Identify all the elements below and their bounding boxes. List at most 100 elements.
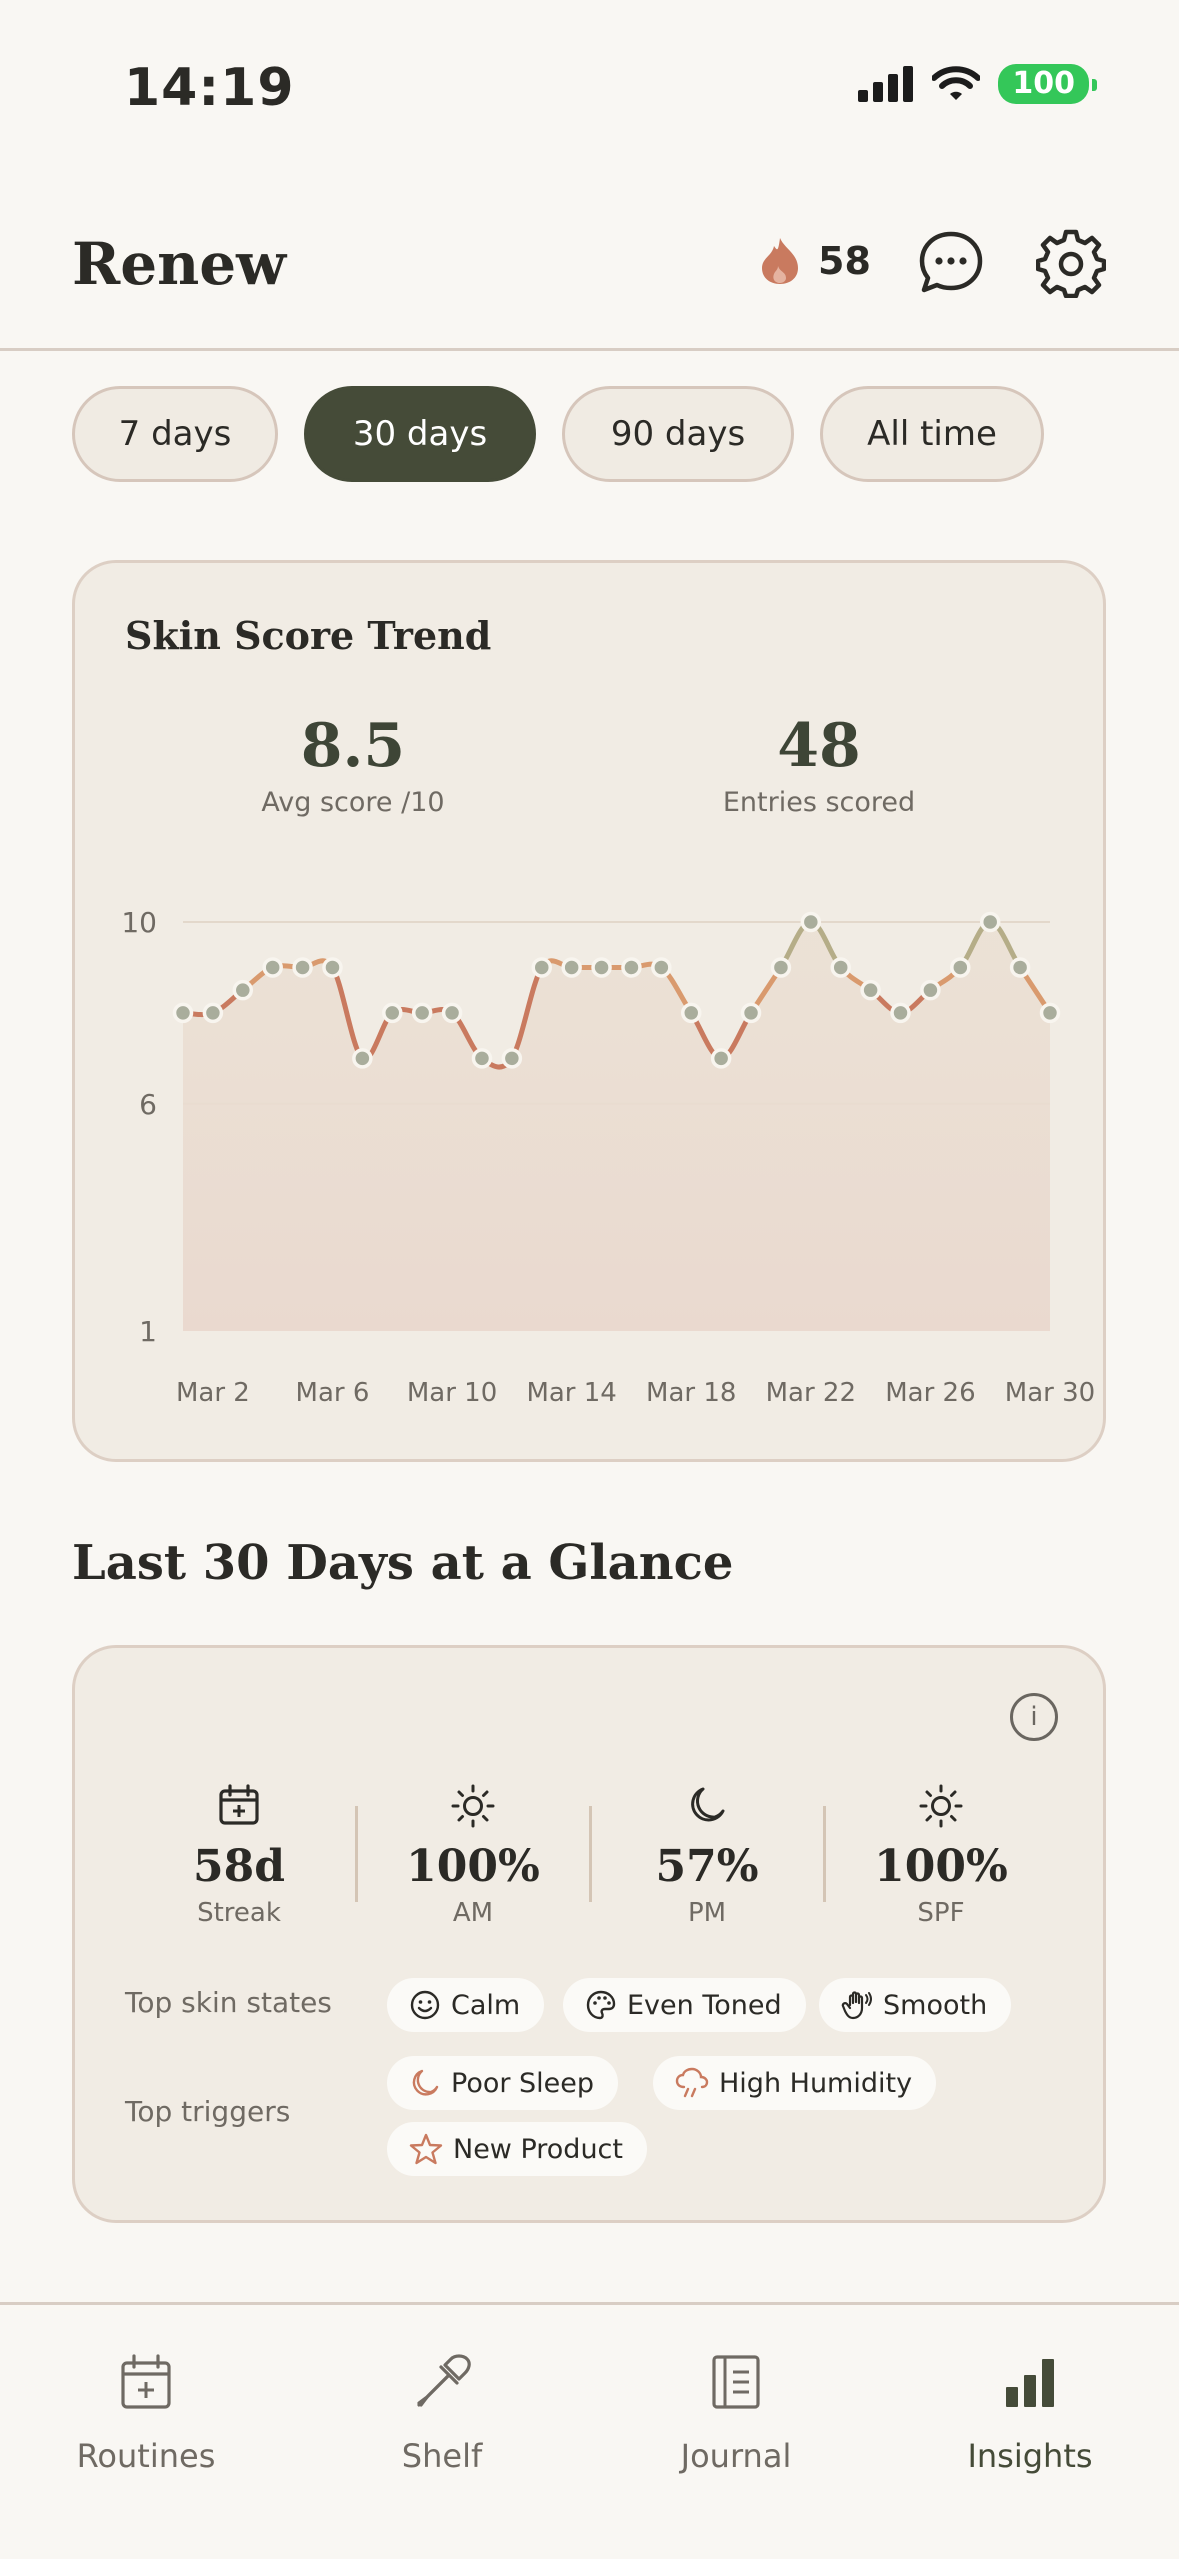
am-value: 100% <box>406 1841 540 1892</box>
data-point <box>770 957 792 978</box>
status-time: 14:19 <box>124 58 295 118</box>
y-tick-label: 1 <box>139 1315 157 1348</box>
wifi-icon <box>932 66 981 100</box>
tab-label: Insights <box>967 2437 1093 2475</box>
streak-label: Streak <box>197 1898 281 1928</box>
status-bar: 14:19 100 <box>0 0 1179 160</box>
moon-icon <box>412 2069 439 2096</box>
avg-score-value: 8.5 <box>300 711 406 781</box>
range-7-days[interactable]: 7 days <box>72 386 278 482</box>
data-point <box>352 1048 373 1069</box>
data-point <box>710 1048 732 1069</box>
data-point <box>740 1002 762 1024</box>
data-point <box>800 911 822 933</box>
data-point <box>830 957 851 978</box>
data-point <box>561 957 582 978</box>
skin-state-tag-smooth[interactable]: Smooth <box>819 1978 1012 2032</box>
triggers-label: Top triggers <box>125 2095 291 2128</box>
metric-divider <box>823 1806 826 1902</box>
data-point <box>411 1002 433 1024</box>
trigger-tag-poor-sleep[interactable]: Poor Sleep <box>387 2056 619 2110</box>
data-point <box>920 979 941 1001</box>
trigger-tag-high-humidity[interactable]: High Humidity <box>653 2056 937 2110</box>
data-point <box>680 1002 702 1024</box>
battery-indicator: 100 <box>998 64 1097 104</box>
avg-score-label: Avg score /10 <box>261 787 445 818</box>
tab-journal[interactable]: Journal <box>616 2349 856 2475</box>
data-point <box>232 979 254 1001</box>
pm-value: 57% <box>655 1841 759 1892</box>
trend-chart: 10 6 1 Mar 2 Mar 6 Mar 10 Mar 14 Mar 18 Mar 22 Ma… <box>121 906 1095 1408</box>
data-point <box>621 957 642 978</box>
spf-label: SPF <box>917 1898 965 1928</box>
metric-divider <box>589 1806 592 1902</box>
star-icon <box>409 2133 443 2165</box>
data-point <box>651 957 672 978</box>
skin-state-tag-calm[interactable]: Calm <box>387 1978 545 2032</box>
spf-value: 100% <box>874 1841 1008 1892</box>
metric-am: 100% AM <box>363 1783 583 1928</box>
settings-gear-icon[interactable] <box>1036 228 1106 298</box>
x-tick-label: Mar 18 <box>646 1378 736 1408</box>
smile-icon <box>410 1990 440 2020</box>
x-tick-label: Mar 2 <box>176 1378 250 1408</box>
x-tick-label: Mar 22 <box>766 1378 856 1408</box>
calendar-icon <box>219 1784 259 1825</box>
tab-routines[interactable]: Routines <box>26 2349 266 2475</box>
entries-stat: 48 Entries scored <box>669 711 969 818</box>
skin-states-label: Top skin states <box>125 1986 332 2019</box>
streak-value: 58d <box>193 1841 285 1892</box>
metric-divider <box>355 1806 358 1902</box>
x-tick-label: Mar 14 <box>526 1378 616 1408</box>
tag-label: Calm <box>451 1989 521 2021</box>
app-title: Renew <box>72 230 287 298</box>
metric-streak: 58d Streak <box>129 1783 349 1928</box>
data-point <box>292 957 313 978</box>
data-point <box>172 1002 194 1024</box>
trigger-tag-new-product[interactable]: New Product <box>387 2122 647 2176</box>
x-tick-label: Mar 6 <box>296 1378 370 1408</box>
data-point <box>441 1002 463 1024</box>
streak-badge[interactable]: 58 <box>758 236 871 286</box>
data-point <box>860 979 881 1001</box>
range-90-days[interactable]: 90 days <box>562 386 794 482</box>
tab-insights[interactable]: Insights <box>910 2349 1150 2475</box>
tab-label: Shelf <box>401 2437 483 2475</box>
tag-label: High Humidity <box>719 2067 913 2099</box>
tab-shelf[interactable]: Shelf <box>322 2349 562 2475</box>
y-tick-label: 6 <box>139 1088 157 1121</box>
data-point <box>471 1048 493 1069</box>
data-point <box>202 1002 224 1024</box>
x-tick-label: Mar 10 <box>407 1378 497 1408</box>
entries-label: Entries scored <box>722 787 916 818</box>
glance-section-title: Last 30 Days at a Glance <box>72 1535 734 1591</box>
entries-value: 48 <box>777 711 861 781</box>
flame-icon <box>762 238 798 284</box>
dropper-icon <box>417 2354 471 2407</box>
metric-pm: 57% PM <box>597 1783 817 1928</box>
pm-label: PM <box>687 1898 727 1928</box>
skin-score-trend-card: 10 6 1 Mar 2 Mar 6 Mar 10 Mar 14 Mar 18 Mar 22 Ma… <box>72 560 1106 1462</box>
data-point <box>1039 1002 1061 1024</box>
trend-card-title: Skin Score Trend <box>125 613 492 658</box>
y-tick-label: 10 <box>121 906 157 939</box>
tag-label: Smooth <box>883 1989 988 2021</box>
range-30-days[interactable]: 30 days <box>304 386 536 482</box>
x-tick-label: Mar 26 <box>885 1378 975 1408</box>
calendar-plus-icon <box>121 2354 171 2409</box>
tab-label: Journal <box>680 2437 792 2475</box>
data-point <box>501 1048 523 1069</box>
range-all-time[interactable]: All time <box>820 386 1044 482</box>
cloud-rain-icon <box>675 2067 709 2098</box>
data-point <box>979 911 1001 933</box>
skin-state-tag-even-toned[interactable]: Even Toned <box>563 1978 806 2032</box>
chat-icon[interactable] <box>916 228 986 298</box>
data-point <box>531 957 553 978</box>
tag-label: Even Toned <box>627 1989 782 2021</box>
info-icon[interactable]: i <box>1010 1693 1058 1741</box>
bottom-tab-bar: Routines Shelf Journal <box>0 2302 1179 2559</box>
app-header: Renew 58 <box>0 200 1179 351</box>
data-point <box>890 1002 911 1024</box>
tab-label: Routines <box>76 2437 216 2475</box>
metric-spf: 100% SPF <box>831 1783 1051 1928</box>
